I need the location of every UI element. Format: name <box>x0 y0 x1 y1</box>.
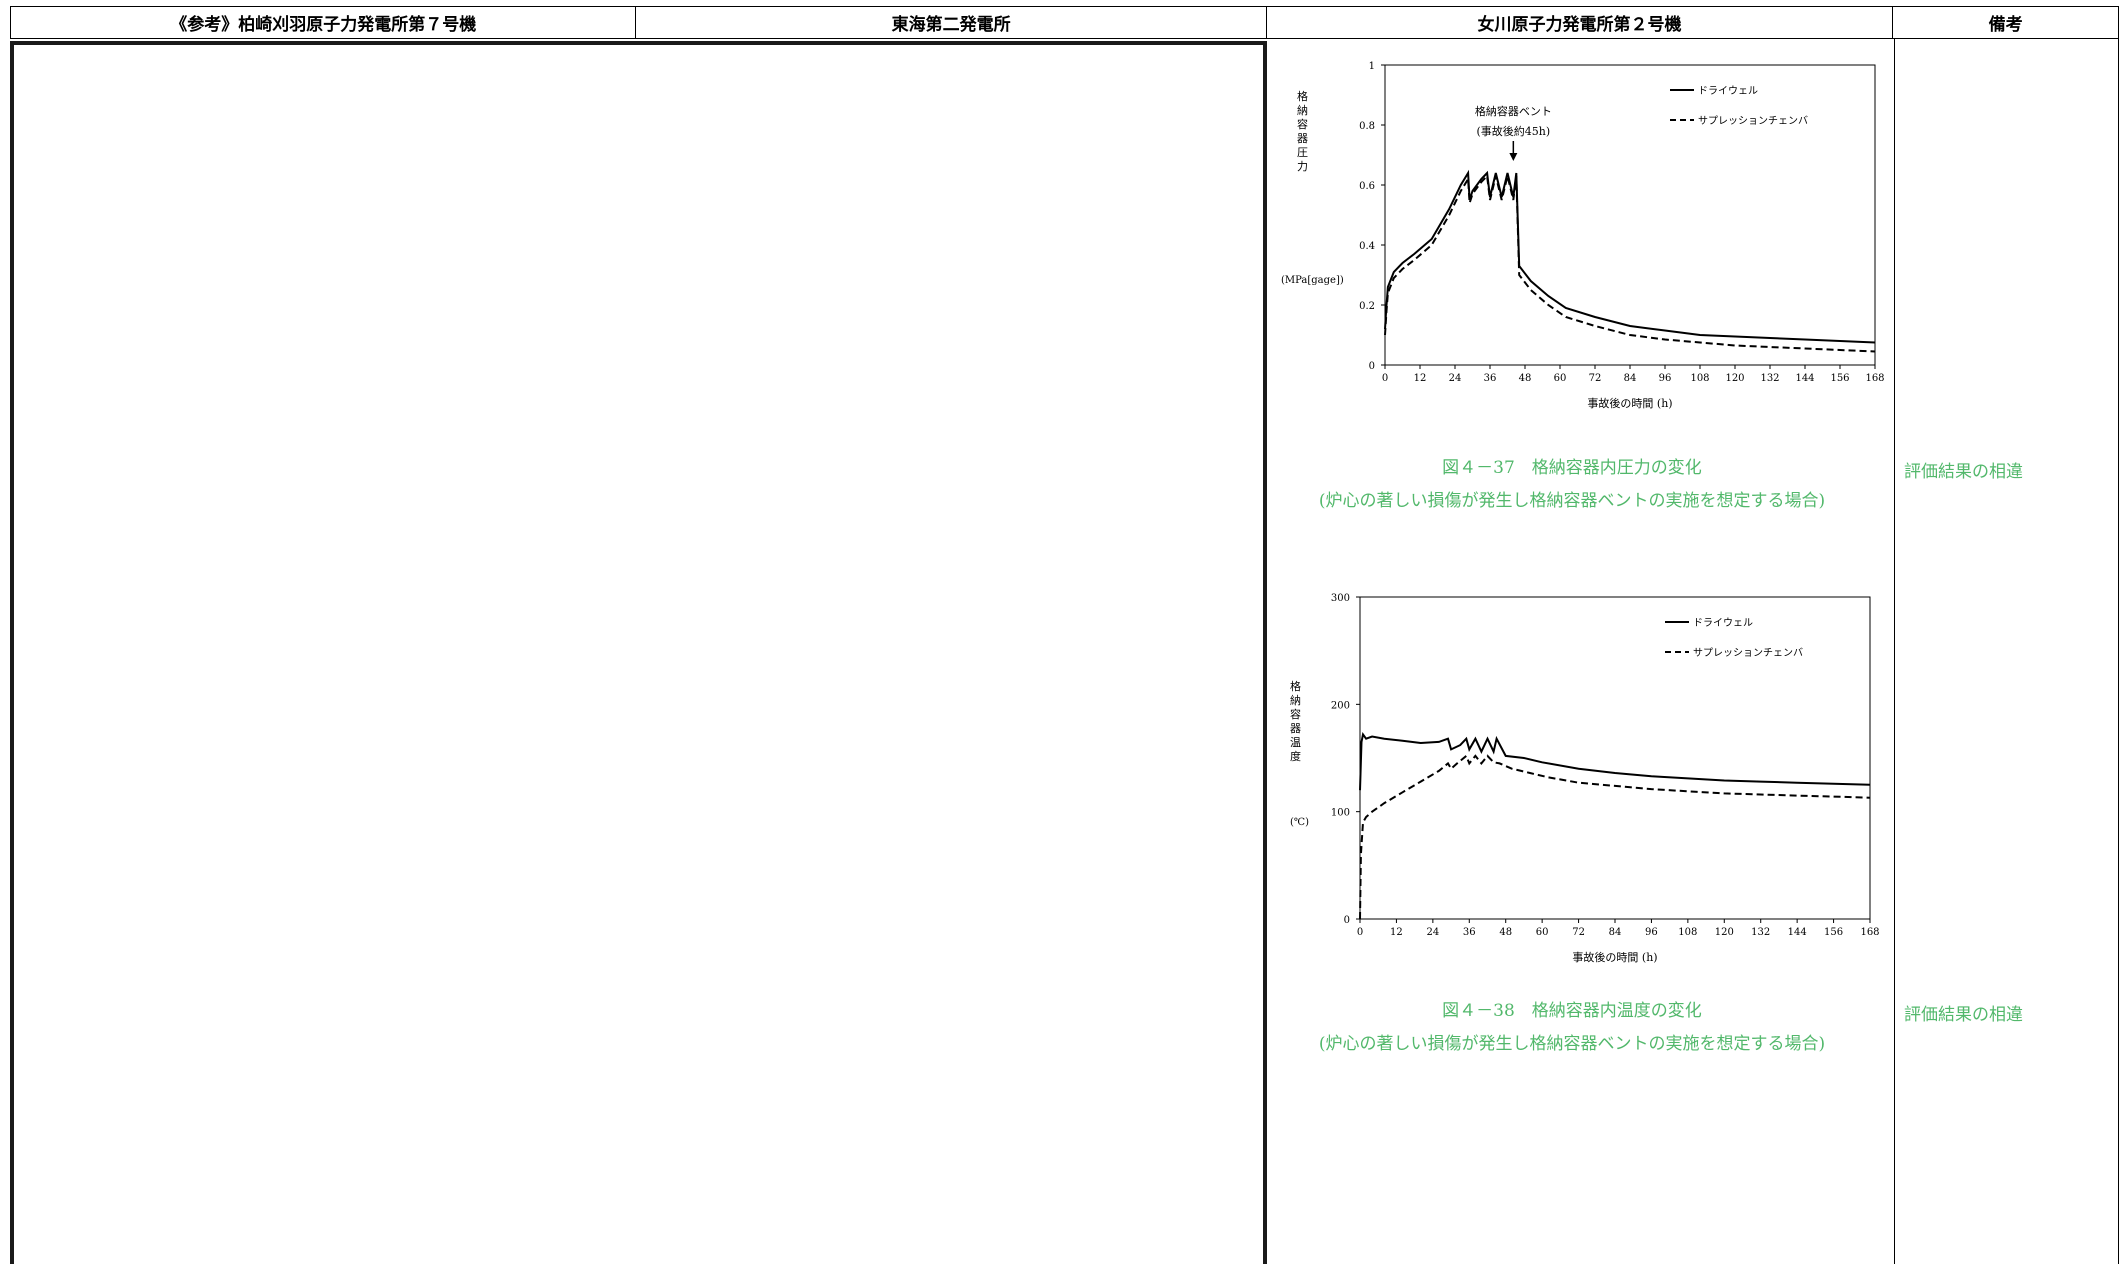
x-tick-label: 36 <box>1463 927 1476 938</box>
reference-columns-frame <box>10 41 1267 1264</box>
series-line-suppression-chamber <box>1384 173 1876 353</box>
figure-38-remark: 評価結果の相違 <box>1904 1005 2023 1025</box>
figure-37-title: 図４－37 格納容器内圧力の変化 <box>1442 458 1702 478</box>
x-tick-label: 84 <box>1624 373 1637 384</box>
series-line-drywell <box>1384 169 1876 344</box>
figure-37-subtitle: (炉心の著しい損傷が発生し格納容器ベントの実施を想定する場合) <box>1318 491 1826 511</box>
plot-frame <box>1359 596 1871 920</box>
y-axis-label: 格納容器温度 <box>1290 679 1301 763</box>
x-tick-label: 24 <box>1426 927 1439 938</box>
x-tick-label: 120 <box>1715 927 1734 938</box>
figure-37-remark: 評価結果の相違 <box>1904 462 2023 482</box>
comparison-table-header: 《参考》柏崎刈羽原子力発電所第７号機 東海第二発電所 女川原子力発電所第２号機 … <box>10 6 2119 39</box>
legend-label: サプレッションチェンバ <box>1698 115 1808 127</box>
x-tick-label: 48 <box>1519 373 1532 384</box>
column-divider-remarks <box>1894 39 1895 1264</box>
y-tick-label: 0 <box>1344 915 1350 926</box>
y-tick-label: 300 <box>1331 593 1350 604</box>
x-tick-label: 108 <box>1678 927 1697 938</box>
x-tick-label: 36 <box>1484 373 1497 384</box>
figure-38-subtitle: (炉心の著しい損傷が発生し格納容器ベントの実施を想定する場合) <box>1318 1034 1826 1054</box>
x-axis-label: 事故後の時間 (h) <box>1572 950 1657 964</box>
y-tick-label: 100 <box>1331 808 1350 819</box>
x-tick-label: 108 <box>1690 373 1709 384</box>
y-tick-label: 0.2 <box>1359 301 1375 312</box>
series-line-suppression-chamber <box>1359 754 1871 920</box>
annotation-arrowhead <box>1509 153 1518 161</box>
x-axis-label: 事故後の時間 (h) <box>1587 396 1672 410</box>
x-tick-label: 48 <box>1499 927 1512 938</box>
x-tick-label: 132 <box>1751 927 1770 938</box>
x-tick-label: 72 <box>1572 927 1585 938</box>
x-tick-label: 168 <box>1860 927 1879 938</box>
x-tick-label: 12 <box>1390 927 1403 938</box>
x-tick-label: 84 <box>1609 927 1622 938</box>
figure-38-caption: 図４－38 格納容器内温度の変化 (炉心の著しい損傷が発生し格納容器ベントの実施… <box>1262 995 1882 1061</box>
x-tick-label: 144 <box>1795 373 1814 384</box>
x-tick-label: 120 <box>1725 373 1744 384</box>
x-tick-label: 0 <box>1382 373 1388 384</box>
pressure-chart: 0 12 24 36 48 60 72 84 96 108 120 132 144 156 168 0 0.2 0… <box>1275 55 1885 425</box>
figure-37-caption: 図４－37 格納容器内圧力の変化 (炉心の著しい損傷が発生し格納容器ベントの実施… <box>1262 452 1882 518</box>
header-onagawa: 女川原子力発電所第２号機 <box>1267 7 1894 38</box>
y-tick-label: 200 <box>1331 700 1350 711</box>
figure-38-title: 図４－38 格納容器内温度の変化 <box>1442 1001 1702 1021</box>
y-axis-unit: (℃) <box>1290 817 1309 828</box>
x-tick-label: 156 <box>1824 927 1843 938</box>
y-axis-unit: (MPa[gage]) <box>1281 275 1344 286</box>
x-tick-label: 96 <box>1659 373 1672 384</box>
y-tick-label: 0 <box>1369 361 1375 372</box>
x-tick-label: 60 <box>1536 927 1549 938</box>
header-tokai: 東海第二発電所 <box>636 7 1267 38</box>
x-tick-label: 144 <box>1788 927 1807 938</box>
x-tick-label: 0 <box>1357 927 1363 938</box>
header-kashiwazaki: 《参考》柏崎刈羽原子力発電所第７号機 <box>11 7 637 38</box>
y-tick-label: 1 <box>1369 61 1375 72</box>
table-right-border <box>2118 39 2119 1264</box>
legend-label: サプレッションチェンバ <box>1693 647 1803 659</box>
header-remarks: 備考 <box>1988 15 2023 35</box>
y-tick-label: 0.6 <box>1359 181 1375 192</box>
x-tick-label: 96 <box>1645 927 1658 938</box>
legend-label: ドライウェル <box>1698 85 1758 97</box>
x-tick-label: 168 <box>1865 373 1884 384</box>
plot-frame <box>1384 64 1876 366</box>
x-tick-label: 60 <box>1554 373 1567 384</box>
y-tick-label: 0.8 <box>1359 121 1375 132</box>
x-tick-label: 72 <box>1589 373 1602 384</box>
series-line-drywell <box>1359 731 1871 791</box>
y-axis-label: 格納容器圧力 <box>1297 89 1308 173</box>
table-body <box>10 39 2119 1264</box>
temperature-chart: 0 12 24 36 48 60 72 84 96 108 120 132 144 156 168 0 100 2… <box>1275 585 1885 985</box>
annotation-line2: (事故後約45h) <box>1476 124 1550 138</box>
y-tick-label: 0.4 <box>1359 241 1375 252</box>
legend-label: ドライウェル <box>1693 617 1753 629</box>
x-tick-label: 132 <box>1760 373 1779 384</box>
x-tick-label: 156 <box>1830 373 1849 384</box>
annotation-line1: 格納容器ベント <box>1475 104 1552 118</box>
x-tick-label: 12 <box>1414 373 1427 384</box>
x-tick-label: 24 <box>1449 373 1462 384</box>
